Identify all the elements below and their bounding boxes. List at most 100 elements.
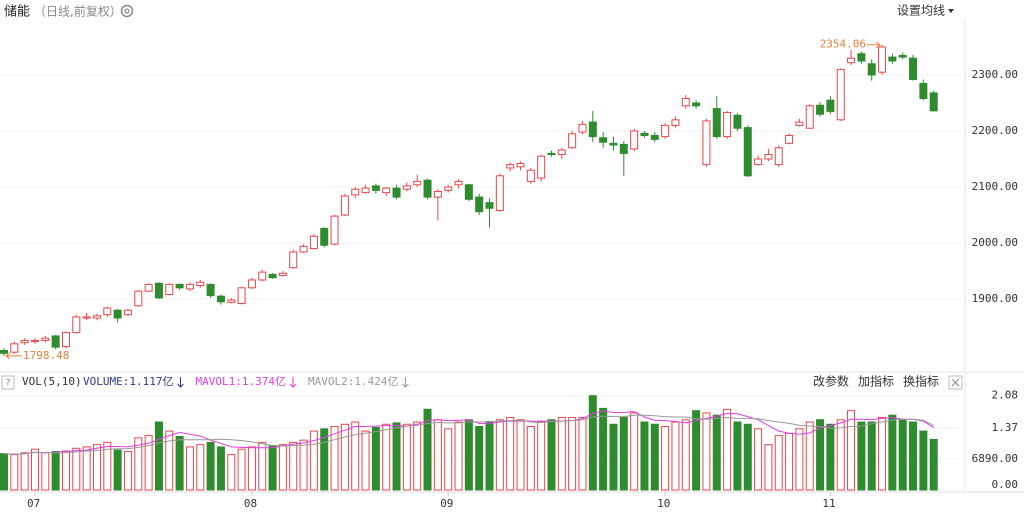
help-icon[interactable] <box>1 375 15 390</box>
volume-bar <box>51 450 60 491</box>
volume-bar <box>599 407 608 491</box>
candle-body <box>888 56 897 62</box>
candle-body <box>681 98 690 107</box>
candle-body <box>51 335 60 348</box>
candle-body <box>216 295 225 303</box>
volume-bar <box>723 408 732 491</box>
volume-bar <box>0 453 8 491</box>
volume-bar <box>216 446 225 491</box>
y-tick-label: 2300.00 <box>972 68 1018 81</box>
volume-bar <box>506 416 515 491</box>
volume-bar <box>495 419 504 491</box>
volume-bar <box>134 437 143 491</box>
volume-bar <box>433 419 442 491</box>
candle-body <box>237 287 246 304</box>
volume-bar <box>816 419 825 491</box>
volume-bar <box>526 426 535 491</box>
volume-bar <box>289 441 298 491</box>
candle-body <box>495 175 504 212</box>
volume-bar <box>681 419 690 491</box>
volume-bar <box>371 426 380 491</box>
toolbar-button[interactable]: 换指标 <box>903 374 939 389</box>
volume-bar <box>712 414 721 491</box>
help-glyph: ? <box>6 379 11 389</box>
candle-body <box>671 119 680 126</box>
candle-body <box>299 245 308 253</box>
legend-entry: MAVOL2:1.424亿 <box>308 375 398 388</box>
volume-bar <box>671 421 680 491</box>
volume-bar <box>764 444 773 491</box>
candle-body <box>165 283 174 296</box>
settings-icon[interactable] <box>120 4 134 18</box>
toolbar-button[interactable]: 加指标 <box>858 374 894 389</box>
volume-bar <box>454 421 463 491</box>
y-tick-label: 2.08 <box>992 389 1019 402</box>
volume-bar <box>547 419 556 491</box>
candle-body <box>154 282 163 299</box>
volume-bar <box>309 430 318 491</box>
volume-bar <box>826 423 835 491</box>
candle-body <box>340 195 349 216</box>
candle-body <box>526 169 535 182</box>
volume-bar <box>196 444 205 491</box>
candle-body <box>113 309 122 319</box>
volume-bar <box>41 452 50 491</box>
candle-body <box>433 190 442 198</box>
candle-body <box>630 130 639 150</box>
volume-bar <box>795 428 804 491</box>
volume-bar <box>774 435 783 491</box>
candle-body <box>268 273 277 279</box>
candle-body <box>454 180 463 186</box>
candle-body <box>557 149 566 156</box>
candle-body <box>609 142 618 146</box>
candle-body <box>702 120 711 166</box>
volume-bar <box>847 410 856 491</box>
candle-body <box>805 105 814 129</box>
candle-body <box>774 147 783 166</box>
x-tick-label: 10 <box>657 497 670 510</box>
candle-body <box>413 180 422 186</box>
candle-body <box>785 134 794 144</box>
candle-body <box>134 290 143 307</box>
volume-bar <box>330 426 339 491</box>
volume-bar <box>165 430 174 491</box>
candle-body <box>599 137 608 143</box>
candle-body <box>444 186 453 191</box>
toolbar-button[interactable]: 改参数 <box>813 374 849 389</box>
candle-body <box>836 68 845 121</box>
candle-body <box>0 350 8 354</box>
legend-arrow <box>177 377 184 388</box>
volume-bar <box>340 423 349 491</box>
candle-body <box>764 154 773 160</box>
volume-bar <box>919 430 928 491</box>
chart-mode: （日线,前复权） <box>34 4 122 19</box>
volume-bar <box>382 423 391 491</box>
y-tick-label: 0.00 <box>992 478 1019 491</box>
candle-body <box>10 343 19 353</box>
candle-body <box>578 123 587 133</box>
volume-bar <box>785 432 794 491</box>
high-annotation: 2354.06 <box>820 38 866 51</box>
dropdown-caret <box>948 9 954 13</box>
volume-bar <box>630 412 639 491</box>
x-tick-label: 07 <box>27 497 40 510</box>
volume-bar <box>361 430 370 491</box>
candle-body <box>41 337 50 341</box>
volume-bar <box>857 421 866 491</box>
close-indicator[interactable] <box>948 375 963 390</box>
candle-body <box>475 196 484 213</box>
volume-bar <box>423 408 432 491</box>
candle-body <box>847 57 856 64</box>
candle-body <box>795 121 804 126</box>
candle-body <box>82 316 91 319</box>
volume-bar <box>733 421 742 491</box>
candle-body <box>72 316 81 334</box>
volume-bar <box>10 454 19 491</box>
legend-entry: VOLUME:1.117亿 <box>83 375 173 388</box>
candle-body <box>464 184 473 200</box>
candle-body <box>619 143 628 154</box>
candle-body <box>867 63 876 76</box>
volume-bar <box>888 414 897 491</box>
ma-settings-button[interactable]: 设置均线 <box>897 4 945 18</box>
volume-bar <box>237 448 246 491</box>
